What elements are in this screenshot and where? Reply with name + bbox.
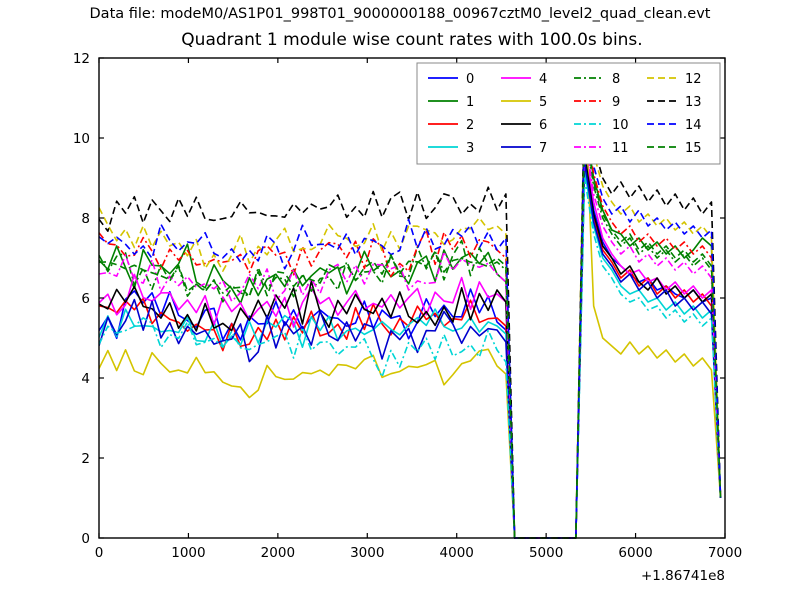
legend-item[interactable]: 10: [574, 118, 629, 133]
legend-item[interactable]: 15: [647, 141, 702, 156]
x-axis-offset-label: +1.86741e8: [641, 568, 725, 584]
legend-item[interactable]: 2: [428, 118, 474, 133]
legend-label: 13: [685, 95, 702, 110]
legend-label: 12: [685, 72, 702, 87]
series-line: [99, 161, 722, 539]
series-line: [99, 125, 722, 539]
legend-label: 7: [539, 141, 547, 156]
x-tick-label: 3000: [350, 545, 384, 561]
y-tick-label: 10: [73, 131, 90, 147]
legend-label: 10: [612, 118, 629, 133]
series-line: [99, 153, 722, 539]
legend-label: 5: [539, 95, 547, 110]
y-tick-label: 0: [81, 531, 90, 547]
legend-label: 4: [539, 72, 547, 87]
legend-label: 3: [466, 141, 474, 156]
series-line: [99, 85, 722, 539]
legend-item[interactable]: 14: [647, 118, 702, 133]
x-tick-label: 0: [95, 545, 104, 561]
legend-label: 15: [685, 141, 702, 156]
y-tick-label: 4: [81, 371, 90, 387]
legend-label: 14: [685, 118, 702, 133]
series-line: [99, 97, 722, 539]
legend-label: 1: [466, 95, 474, 110]
legend-label: 11: [612, 141, 629, 156]
y-tick-label: 12: [73, 51, 90, 67]
x-tick-label: 5000: [529, 545, 563, 561]
legend-item[interactable]: 9: [574, 95, 620, 110]
legend-label: 2: [466, 118, 474, 133]
legend-item[interactable]: 13: [647, 95, 702, 110]
x-tick-label: 1000: [171, 545, 205, 561]
legend-item[interactable]: 12: [647, 72, 702, 87]
data-file-label: Data file: modeM0/AS1P01_998T01_90000001…: [89, 6, 711, 22]
legend-item[interactable]: 6: [501, 118, 547, 133]
legend-label: 6: [539, 118, 547, 133]
series-line: [99, 133, 722, 539]
y-tick-label: 6: [81, 291, 90, 307]
legend-item[interactable]: 11: [574, 141, 629, 156]
legend-item[interactable]: 7: [501, 141, 547, 156]
series-line: [99, 109, 722, 539]
series-line: [99, 141, 722, 539]
legend-item[interactable]: 1: [428, 95, 474, 110]
x-tick-label: 7000: [708, 545, 742, 561]
legend-label: 0: [466, 72, 474, 87]
series-line: [99, 169, 722, 539]
legend-item[interactable]: 3: [428, 141, 474, 156]
plot-title: Quadrant 1 module wise count rates with …: [181, 30, 643, 50]
series-line: [99, 177, 722, 539]
legend-label: 9: [612, 95, 620, 110]
series-line: [99, 157, 722, 539]
legend-item[interactable]: 4: [501, 72, 547, 87]
y-tick-label: 8: [81, 211, 90, 227]
series-line: [99, 145, 722, 539]
legend-item[interactable]: 5: [501, 95, 547, 110]
x-tick-label: 4000: [440, 545, 474, 561]
x-tick-label: 6000: [618, 545, 652, 561]
tick-labels-layer: 0 1000 2000 3000 4000 5000 6000 7000024681012+1…: [73, 51, 742, 584]
y-tick-label: 2: [81, 451, 90, 467]
legend-label: 8: [612, 72, 620, 87]
data-series-layer: [99, 85, 722, 539]
legend-item[interactable]: 0: [428, 72, 474, 87]
series-line: [99, 121, 722, 539]
series-line: [99, 129, 722, 539]
series-line: [99, 117, 722, 539]
x-tick-label: 2000: [261, 545, 295, 561]
legend-item[interactable]: 8: [574, 72, 620, 87]
